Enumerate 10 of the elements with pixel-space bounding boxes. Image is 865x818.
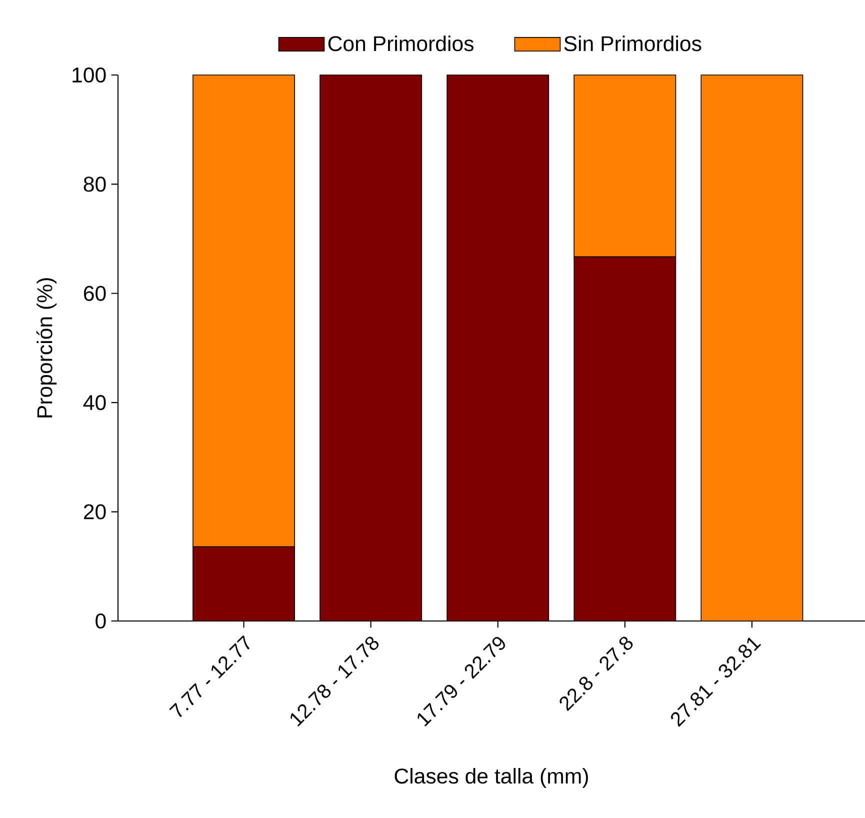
legend-label: Con Primordios xyxy=(328,36,474,52)
y-tick-label: 60 xyxy=(84,286,106,301)
legend-label: Sin Primordios xyxy=(564,36,702,52)
y-tick-label: 100 xyxy=(72,67,106,83)
y-tick-label: 80 xyxy=(84,176,106,192)
x-axis-title: Clases de talla (mm) xyxy=(394,768,588,788)
y-tick-label: 20 xyxy=(84,504,106,520)
y-axis-title: Proporción (%) xyxy=(36,278,57,418)
y-tick-label: 0 xyxy=(96,613,106,629)
y-tick-label: 40 xyxy=(83,395,106,410)
